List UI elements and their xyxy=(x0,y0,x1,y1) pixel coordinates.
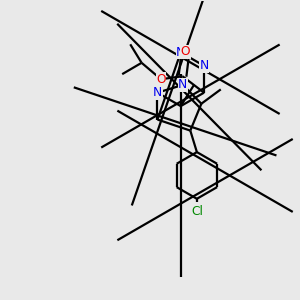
Text: N: N xyxy=(178,78,188,92)
Text: N: N xyxy=(176,46,185,59)
Text: Cl: Cl xyxy=(191,205,203,218)
Text: O: O xyxy=(181,45,190,58)
Text: N: N xyxy=(200,59,208,72)
Text: N: N xyxy=(153,86,162,99)
Text: O: O xyxy=(156,73,166,86)
